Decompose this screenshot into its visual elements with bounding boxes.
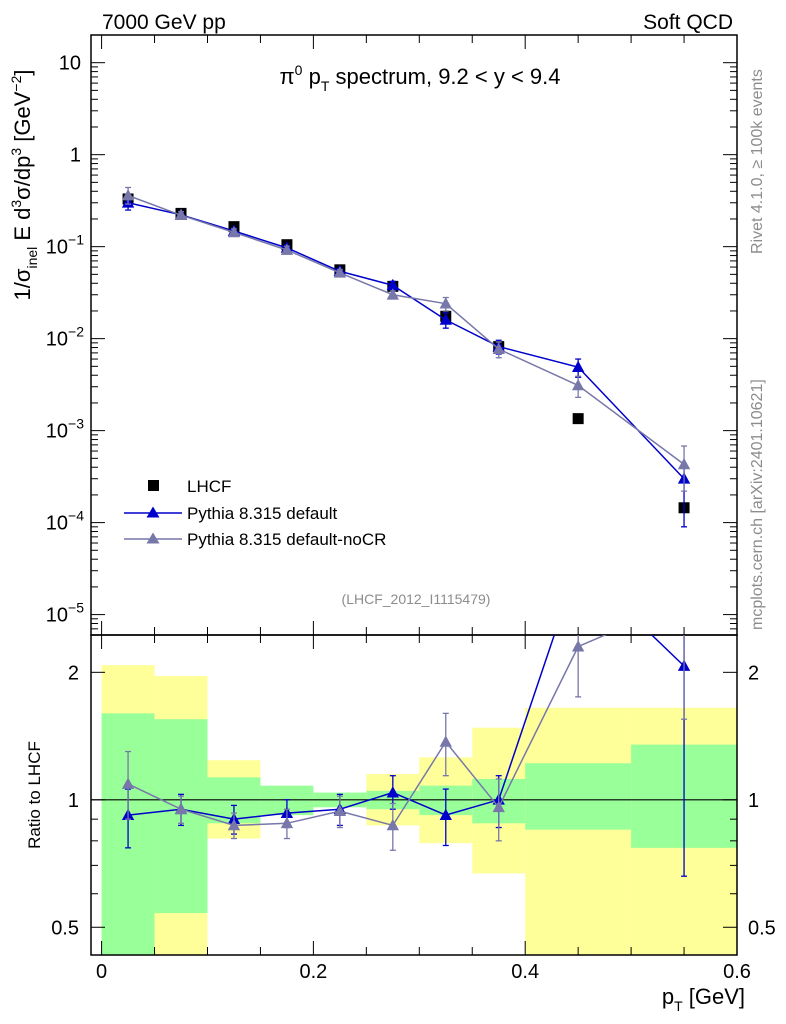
main-y-axis-title: 1/σinel E d3σ/dp3 [GeV−2] bbox=[8, 70, 40, 301]
ratio-y-tick-label-left: 1 bbox=[68, 790, 79, 812]
legend-label-nocr: Pythia 8.315 default-noCR bbox=[187, 530, 386, 549]
ratio-point-pythia-8-315-default-nocr bbox=[121, 777, 135, 789]
x-axis-title: pT [GeV] bbox=[662, 984, 745, 1014]
ratio-point-pythia-8-315-default-nocr bbox=[227, 818, 241, 831]
main-axis-ticks bbox=[91, 34, 738, 636]
ratio-y-tick-labels: 2 2 1 1 0.5 0.5 bbox=[51, 662, 776, 939]
main-y-tick-label: 10−2 bbox=[46, 324, 84, 351]
ratio-point-pythia-8-315-default-nocr bbox=[174, 802, 188, 815]
ratio-axis-ticks bbox=[91, 635, 738, 955]
main-y-tick-label: 10−3 bbox=[46, 416, 84, 443]
ratio-y-tick-label-left: 2 bbox=[68, 662, 79, 684]
main-y-tick-label: 1 bbox=[70, 145, 81, 167]
ratio-point-pythia-8-315-default bbox=[572, 558, 584, 569]
series-line-pythia-8-315-default-nocr bbox=[127, 194, 685, 465]
data-point-pythia-8-315-default-nocr bbox=[280, 243, 294, 255]
data-point-pythia-8-315-default bbox=[439, 313, 452, 325]
ratio-bands bbox=[101, 665, 737, 955]
x-tick-labels: 0 0.2 0.4 0.6 bbox=[96, 961, 751, 983]
ratio-y-tick-label-right: 1 bbox=[748, 790, 759, 812]
data-point-pythia-8-315-default-nocr bbox=[386, 288, 399, 300]
data-point-pythia-8-315-default-nocr bbox=[439, 297, 452, 309]
data-point-pythia-8-315-default bbox=[386, 278, 399, 291]
ratio-point-pythia-8-315-default bbox=[386, 786, 399, 798]
data-point-pythia-8-315-default-nocr bbox=[227, 225, 241, 238]
legend-label-lhcf: LHCF bbox=[187, 477, 231, 496]
ratio-plot-frame bbox=[90, 634, 738, 956]
mcplots-annotation: mcplots.cern.ch [arXiv:2401.10621] bbox=[749, 379, 766, 630]
x-tick-label: 0.6 bbox=[723, 961, 751, 983]
header-right: Soft QCD bbox=[643, 11, 733, 34]
x-tick-label: 0 bbox=[96, 961, 107, 983]
legend-marker-lhcf bbox=[148, 480, 159, 491]
main-y-tick-label: 10 bbox=[59, 53, 81, 75]
legend-marker-nocr bbox=[146, 532, 160, 544]
data-point-pythia-8-315-default-nocr bbox=[121, 188, 135, 201]
ratio-y-tick-label-left: 0.5 bbox=[51, 917, 79, 939]
main-data-layer bbox=[121, 186, 691, 528]
main-y-tick-label: 10−1 bbox=[46, 232, 84, 259]
legend-label-default: Pythia 8.315 default bbox=[187, 504, 338, 523]
x-tick-label: 0.2 bbox=[299, 961, 327, 983]
main-y-tick-label: 10−4 bbox=[46, 508, 84, 535]
data-point-pythia-8-315-default-nocr bbox=[677, 457, 691, 470]
data-point-pythia-8-315-default bbox=[571, 360, 585, 373]
ratio-point-pythia-8-315-default-nocr bbox=[571, 640, 585, 652]
ratio-point-pythia-8-315-default-nocr bbox=[333, 804, 347, 817]
analysis-id: (LHCF_2012_I1115479) bbox=[342, 591, 491, 607]
data-point-pythia-8-315-default-nocr bbox=[174, 208, 188, 221]
legend-marker-default bbox=[146, 506, 160, 518]
header-left: 7000 GeV pp bbox=[102, 11, 226, 34]
ratio-data-layer bbox=[121, 558, 691, 877]
ratio-point-pythia-8-315-default-nocr bbox=[492, 800, 505, 813]
main-plot-title: π0 pT spectrum, 9.2 < y < 9.4 bbox=[279, 62, 560, 94]
ratio-point-pythia-8-315-default-nocr bbox=[386, 818, 399, 831]
ratio-y-tick-label-right: 2 bbox=[748, 662, 759, 684]
data-point-lhcf bbox=[572, 413, 584, 425]
main-y-tick-label: 10−5 bbox=[46, 600, 84, 627]
ratio-y-tick-label-right: 0.5 bbox=[748, 917, 776, 939]
uncertainty-band-inner bbox=[525, 763, 632, 830]
ratio-point-pythia-8-315-default-nocr bbox=[280, 816, 294, 829]
rivet-annotation: Rivet 4.1.0, ≥ 100k events bbox=[749, 69, 766, 254]
ratio-point-pythia-8-315-default-nocr bbox=[439, 735, 452, 747]
ratio-point-pythia-8-315-default bbox=[439, 808, 452, 821]
ratio-line-pythia-8-315-default bbox=[127, 635, 685, 820]
data-point-pythia-8-315-default-nocr bbox=[492, 342, 505, 354]
ratio-line-pythia-8-315-default-nocr bbox=[127, 635, 607, 827]
legend: LHCF Pythia 8.315 default Pythia 8.315 d… bbox=[124, 477, 386, 549]
main-y-tick-labels: 10 1 10−1 10−2 10−3 10−4 10−5 bbox=[46, 53, 84, 627]
x-tick-label: 0.4 bbox=[511, 961, 539, 983]
data-point-pythia-8-315-default-nocr bbox=[571, 378, 585, 391]
ratio-point-pythia-8-315-default-nocr bbox=[678, 594, 690, 605]
uncertainty-band-outer bbox=[525, 707, 632, 955]
ratio-y-axis-title: Ratio to LHCF bbox=[25, 741, 44, 849]
data-point-pythia-8-315-default-nocr bbox=[333, 266, 347, 278]
series-line-pythia-8-315-default bbox=[127, 202, 685, 480]
